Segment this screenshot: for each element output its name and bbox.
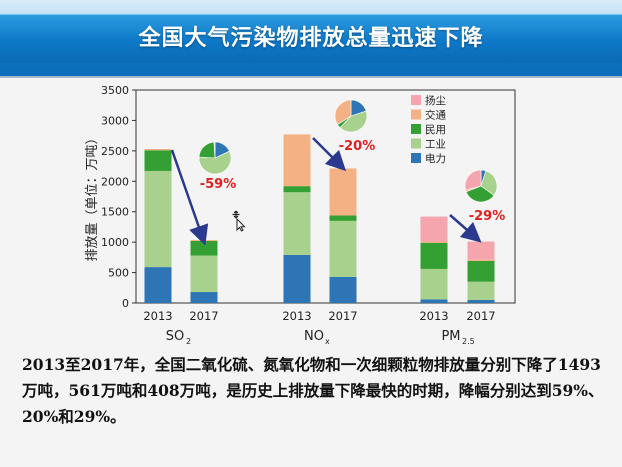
- group-label-subscript: 2: [186, 337, 191, 346]
- legend-swatch: [411, 124, 421, 134]
- bar-segment-电力: [283, 254, 311, 303]
- stacked-bar-chart: 0 500 1000 1500 2000 2500 3000 3500 排放量（单位：万吨） 20…: [85, 84, 516, 346]
- bar-segment-扬尘: [467, 241, 495, 260]
- y-tick-label: 3000: [101, 114, 129, 127]
- x-tick-label: 2017: [328, 309, 357, 323]
- y-tick-label: 1500: [101, 206, 129, 219]
- bar-segment-民用: [420, 242, 448, 269]
- pie-slice-工业: [339, 110, 368, 133]
- bar-segment-工业: [420, 268, 448, 300]
- bar-segment-民用: [283, 186, 311, 193]
- x-tick-label: 2017: [189, 309, 218, 323]
- bar-segment-民用: [144, 150, 172, 171]
- bar-segment-电力: [420, 299, 448, 303]
- legend-label: 交通: [425, 109, 446, 122]
- title-banner: 全国大气污染物排放总量迅速下降: [0, 0, 622, 76]
- group-label: PM: [441, 329, 460, 344]
- bar-segment-工业: [329, 220, 357, 277]
- bar-segment-交通: [329, 168, 357, 216]
- bar-segment-工业: [144, 170, 172, 268]
- pie-slice-交通: [334, 99, 352, 125]
- banner-divider: [0, 76, 622, 78]
- y-axis-label: 排放量（单位：万吨）: [85, 131, 100, 261]
- bar-segment-交通: [467, 259, 495, 262]
- group-label: NO: [304, 329, 324, 344]
- bar-segment-民用: [329, 215, 357, 221]
- legend-label: 扬尘: [425, 94, 446, 107]
- pie-slice-工业: [480, 170, 498, 196]
- legend-swatch: [411, 153, 421, 163]
- mouse-cursor-icon: [232, 210, 246, 232]
- legend-swatch: [411, 109, 421, 120]
- legend-label: 工业: [425, 139, 446, 151]
- x-tick-label: 2013: [419, 309, 448, 323]
- y-tick-label: 2500: [101, 145, 129, 158]
- decline-arrow: [170, 149, 209, 246]
- y-tick-label: 2000: [101, 175, 129, 188]
- caption-text: 2013至2017年，全国二氧化硫、氮氧化物和一次细颗粒物排放量分别下降了149…: [22, 355, 604, 426]
- x-tick-label: 2017: [466, 309, 495, 323]
- y-tick-label: 3500: [101, 84, 129, 97]
- change-label: -59%: [200, 177, 237, 192]
- bar-segment-电力: [329, 276, 357, 303]
- pie-slice-工业: [198, 150, 232, 175]
- bar-segment-民用: [467, 261, 495, 282]
- bar-segment-电力: [467, 299, 495, 303]
- y-tick-label: 0: [122, 297, 129, 310]
- legend-swatch: [411, 95, 421, 105]
- bar-segment-扬尘: [420, 216, 448, 242]
- legend-label: 电力: [425, 152, 446, 165]
- bar-segment-电力: [144, 267, 172, 303]
- change-label: -29%: [469, 209, 506, 224]
- pie-slice-民用: [465, 185, 495, 203]
- plot-frame: [135, 89, 516, 304]
- group-label: SO: [166, 329, 184, 344]
- bar-segment-交通: [420, 241, 448, 243]
- bar-segment-民用: [190, 240, 218, 256]
- bar-segment-电力: [190, 292, 218, 303]
- y-tick-label: 500: [108, 267, 129, 280]
- y-tick-label: 1000: [101, 236, 129, 249]
- legend-label: 民用: [425, 124, 446, 136]
- bar-segment-工业: [467, 281, 495, 300]
- group-label-subscript: 2.5: [462, 337, 475, 346]
- pie-slice-民用: [198, 141, 216, 159]
- bar-segment-工业: [190, 255, 218, 293]
- x-tick-label: 2013: [282, 309, 311, 323]
- x-tick-label: 2013: [143, 309, 172, 323]
- group-label-subscript: x: [325, 337, 330, 346]
- pie-slice-交通: [213, 141, 216, 159]
- decline-arrow: [312, 137, 347, 172]
- bar-segment-工业: [283, 192, 311, 255]
- pie-slice-扬尘: [464, 169, 482, 191]
- slide-title: 全国大气污染物排放总量迅速下降: [138, 26, 484, 51]
- change-label: -20%: [339, 139, 376, 154]
- title-bar: 全国大气污染物排放总量迅速下降: [0, 14, 622, 63]
- legend-swatch: [411, 138, 421, 149]
- decline-arrow: [449, 214, 482, 243]
- bar-segment-交通: [283, 134, 311, 187]
- bar-segment-交通: [190, 240, 218, 241]
- bar-segment-交通: [144, 149, 172, 151]
